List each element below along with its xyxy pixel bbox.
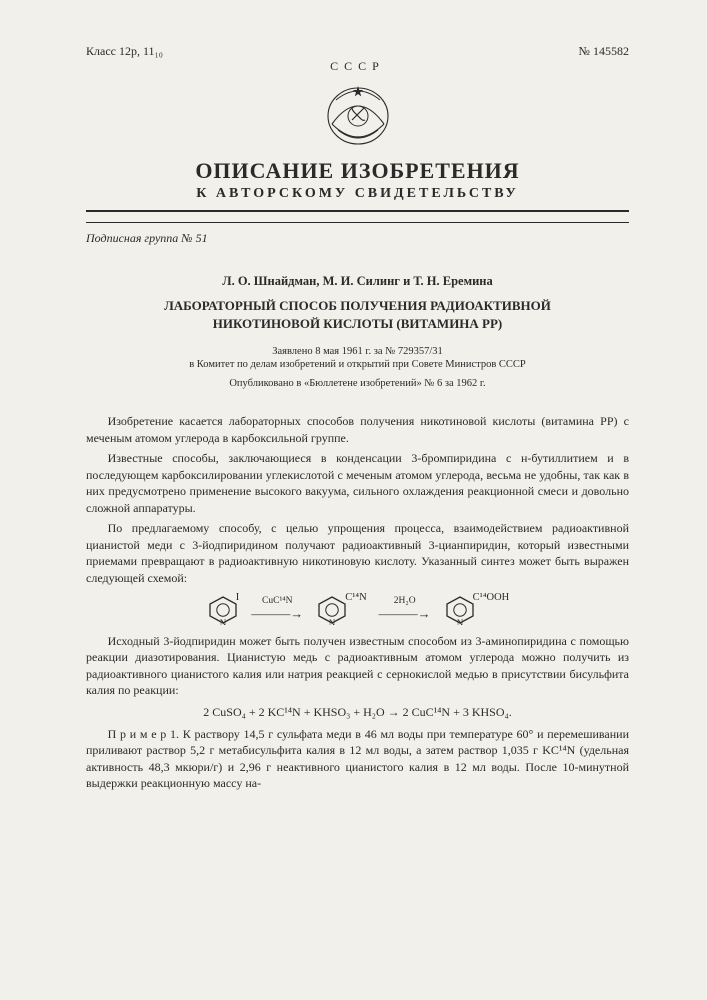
header-title-2: К АВТОРСКОМУ СВИДЕТЕЛЬСТВУ: [86, 186, 629, 202]
paper-title: ЛАБОРАТОРНЫЙ СПОСОБ ПОЛУЧЕНИЯ РАДИОАКТИВ…: [86, 297, 629, 332]
paragraph-3: По предлагаемому способу, с целью упроще…: [86, 520, 629, 586]
scheme-ring-2: N C¹⁴N: [315, 595, 366, 625]
doc-number: № 145582: [579, 44, 629, 59]
committee-line: в Комитет по делам изобретений и открыти…: [86, 359, 629, 370]
paper-title-line-1: ЛАБОРАТОРНЫЙ СПОСОБ ПОЛУЧЕНИЯ РАДИОАКТИВ…: [164, 298, 551, 313]
pyridine-ring-icon: N: [443, 595, 477, 625]
svg-text:N: N: [456, 618, 463, 625]
svg-text:N: N: [329, 618, 336, 625]
emblem-icon: [322, 80, 394, 150]
header-title-1: ОПИСАНИЕ ИЗОБРЕТЕНИЯ: [86, 158, 629, 184]
class-line: Класс 12p, 11₁₀: [86, 44, 163, 59]
equation: 2 CuSO₄ + 2 KC¹⁴N + KHSO₃ + H₂O → 2 CuC¹…: [86, 705, 629, 720]
header-rule-thin: [86, 222, 629, 223]
scheme-ring-3: N C¹⁴OOH: [443, 595, 510, 625]
authors: Л. О. Шнайдман, М. И. Силинг и Т. Н. Ере…: [86, 274, 629, 289]
subscription-group: Подписная группа № 51: [86, 231, 629, 246]
pyridine-ring-icon: N: [206, 595, 240, 625]
scheme-ring-1: N I: [206, 595, 240, 625]
header-rule-thick: [86, 210, 629, 212]
patent-page: Класс 12p, 11₁₀ № 145582 СССР ОПИСАНИЕ И…: [0, 0, 707, 836]
arrow-1: CuC¹⁴N ———→: [249, 597, 305, 622]
pyridine-ring-icon: N: [315, 595, 349, 625]
ussr-emblem: [86, 80, 629, 150]
paragraph-5: П р и м е р 1. К раствору 14,5 г сульфат…: [86, 726, 629, 792]
filed-line: Заявлено 8 мая 1961 г. за № 729357/31: [86, 346, 629, 357]
paper-title-line-2: НИКОТИНОВОЙ КИСЛОТЫ (ВИТАМИНА PP): [213, 316, 503, 331]
svg-text:N: N: [220, 618, 227, 625]
ussr-label: СССР: [86, 59, 629, 74]
body-text: Изобретение касается лабораторных способ…: [86, 413, 629, 792]
substituent-3: C¹⁴OOH: [473, 592, 510, 603]
arrow-2: 2H₂O ———→: [377, 597, 433, 622]
paragraph-4: Исходный 3-йодпиридин может быть получен…: [86, 633, 629, 699]
paragraph-2: Известные способы, заключающиеся в конде…: [86, 450, 629, 516]
published-line: Опубликовано в «Бюллетене изобретений» №…: [86, 378, 629, 389]
top-line: Класс 12p, 11₁₀ № 145582: [86, 44, 629, 59]
paragraph-1: Изобретение касается лабораторных способ…: [86, 413, 629, 446]
reaction-scheme: N I CuC¹⁴N ———→ N C¹⁴N: [86, 595, 629, 625]
